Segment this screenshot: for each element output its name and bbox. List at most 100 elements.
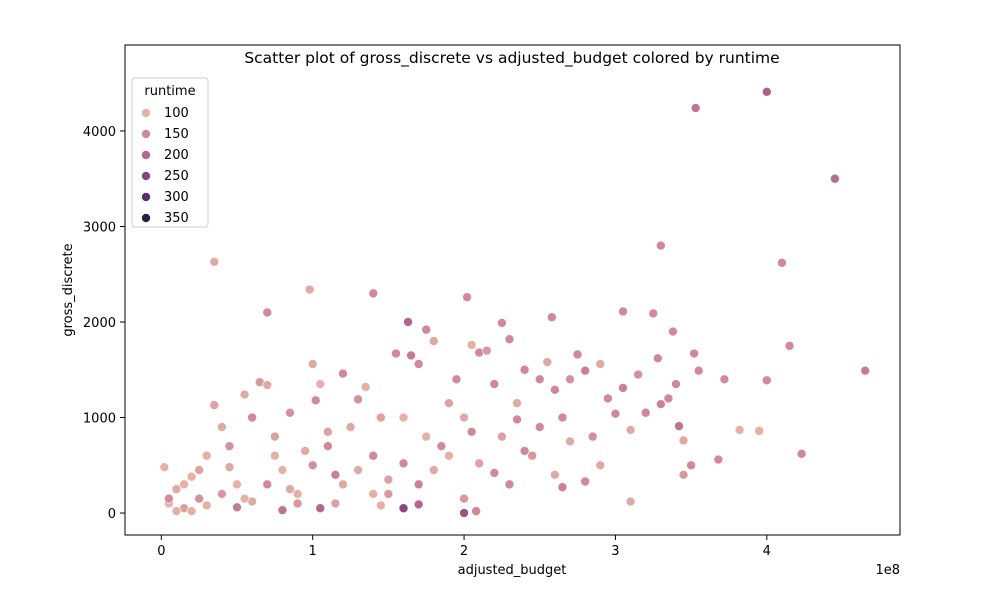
point <box>459 493 469 504</box>
point <box>557 482 568 493</box>
point <box>497 431 507 442</box>
point <box>713 454 724 465</box>
point <box>428 336 439 346</box>
point <box>474 458 484 469</box>
x-tick-label: 3 <box>611 544 619 559</box>
point <box>310 395 321 406</box>
point <box>304 284 315 295</box>
point <box>201 500 212 511</box>
y-tick-label: 4000 <box>83 125 116 140</box>
y-tick-label: 3000 <box>83 220 116 235</box>
legend-marker <box>141 129 151 139</box>
point <box>179 479 189 490</box>
point <box>689 348 699 359</box>
point <box>686 460 696 471</box>
point <box>164 493 174 504</box>
point <box>504 479 515 490</box>
point <box>383 489 394 499</box>
x-tick-label: 1 <box>309 544 317 559</box>
point <box>444 450 454 461</box>
point <box>557 412 568 423</box>
point <box>315 503 326 514</box>
point <box>527 450 537 461</box>
point <box>428 465 439 475</box>
point <box>489 468 500 478</box>
point <box>171 484 182 494</box>
x-axis-label: adjusted_budget <box>458 563 567 578</box>
point <box>403 317 413 327</box>
legend-box <box>131 77 209 228</box>
point <box>186 506 197 516</box>
point <box>239 493 250 504</box>
point <box>734 425 745 435</box>
point <box>330 470 341 480</box>
point <box>656 240 666 251</box>
point <box>277 465 288 475</box>
point <box>194 465 204 475</box>
y-axis-label: gross_discrete <box>61 243 76 336</box>
point <box>201 450 212 461</box>
point <box>674 421 684 431</box>
point <box>542 357 553 367</box>
legend-label: 150 <box>164 127 189 142</box>
point <box>860 365 870 376</box>
point <box>671 379 681 389</box>
point <box>376 500 386 511</box>
point <box>383 474 394 485</box>
x-offset-label: 1e8 <box>875 563 900 578</box>
point <box>368 489 379 499</box>
point <box>504 334 515 344</box>
y-tick-label: 1000 <box>83 412 116 427</box>
legend-marker <box>141 108 151 118</box>
point <box>587 431 598 442</box>
point <box>519 446 530 456</box>
point <box>307 359 318 369</box>
point <box>398 503 409 514</box>
point <box>353 394 363 405</box>
point <box>777 257 787 268</box>
point <box>618 306 628 317</box>
point <box>292 498 303 509</box>
point <box>497 318 507 328</box>
point <box>754 426 765 436</box>
point <box>459 412 469 423</box>
y-tick-label: 2000 <box>83 316 116 331</box>
point <box>360 382 371 392</box>
point <box>247 412 257 423</box>
point <box>466 340 477 350</box>
point <box>224 462 235 472</box>
point <box>217 489 227 499</box>
point <box>678 435 689 446</box>
point <box>232 479 242 490</box>
point <box>668 326 678 337</box>
point <box>690 103 701 113</box>
point <box>315 379 326 389</box>
point <box>285 407 295 418</box>
point <box>421 431 432 442</box>
point <box>512 398 522 408</box>
point <box>761 87 772 97</box>
point <box>262 479 273 490</box>
point <box>796 449 807 459</box>
point <box>550 470 560 480</box>
point <box>572 349 583 360</box>
point <box>656 399 666 409</box>
point <box>262 380 273 390</box>
x-tick-label: 2 <box>460 544 468 559</box>
point <box>625 425 636 435</box>
point <box>547 312 557 323</box>
legend-title: runtime <box>144 84 195 99</box>
point <box>368 288 379 299</box>
point <box>761 375 772 386</box>
point <box>512 414 522 425</box>
point <box>481 345 492 356</box>
legend-label: 200 <box>164 148 189 163</box>
point <box>459 508 469 518</box>
point <box>595 359 606 369</box>
x-tick-label: 4 <box>763 544 771 559</box>
point <box>595 460 606 471</box>
legend-marker <box>141 213 151 223</box>
point <box>413 499 424 510</box>
point <box>489 379 500 389</box>
legend-marker <box>141 150 151 160</box>
